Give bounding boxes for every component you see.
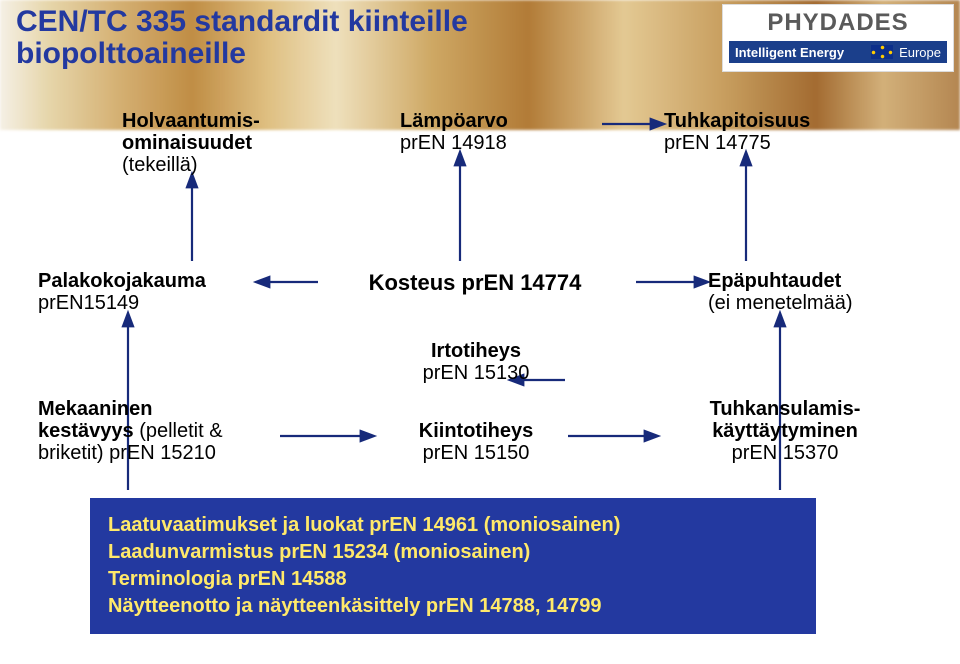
mek-l2: kestävyys (pelletit &	[38, 420, 223, 442]
node-irtotiheys: Irtotiheys prEN 15130	[386, 340, 566, 384]
title-line2: biopolttoaineille	[16, 37, 246, 70]
mek-l2b: (pelletit &	[139, 420, 222, 442]
node-kosteus: Kosteus prEN 14774	[325, 270, 625, 296]
tsul-l3: prEN 15370	[660, 442, 910, 464]
eu-flag-icon	[871, 45, 893, 59]
mek-l1: Mekaaninen	[38, 398, 298, 420]
logo-brand: PHYDADES	[729, 9, 947, 37]
node-epapuhtaudet: Epäpuhtaudet (ei menetelmää)	[708, 270, 928, 314]
logo-sub-label: Intelligent Energy	[735, 45, 844, 60]
holvaantumis-l3: (tekeillä)	[122, 154, 322, 176]
tsul-l1: Tuhkansulamis-	[660, 398, 910, 420]
holvaantumis-l2: ominaisuudet	[122, 132, 322, 154]
holvaantumis-l1: Holvaantumis-	[122, 110, 322, 132]
lampoarvo-l2: prEN 14918	[400, 132, 580, 154]
tuhkapitoisuus-l2: prEN 14775	[664, 132, 884, 154]
irto-l2: prEN 15130	[386, 362, 566, 384]
lampoarvo-l1: Lämpöarvo	[400, 110, 580, 132]
page-title: CEN/TC 335 standardit kiinteille biopolt…	[16, 6, 576, 69]
irto-l1: Irtotiheys	[386, 340, 566, 362]
node-tuhkansulamis: Tuhkansulamis- käyttäytyminen prEN 15370	[660, 398, 910, 464]
node-holvaantumis: Holvaantumis- ominaisuudet (tekeillä)	[122, 110, 322, 176]
logo-europe-label: Europe	[899, 45, 941, 60]
bluebox-line3: Terminologia prEN 14588	[108, 566, 798, 593]
logo-subbar: Intelligent Energy Europe	[729, 41, 947, 63]
kiinto-l2: prEN 15150	[376, 442, 576, 464]
bluebox-line4: Näytteenotto ja näytteenkäsittely prEN 1…	[108, 593, 798, 620]
epapuh-l1: Epäpuhtaudet	[708, 270, 928, 292]
kosteus-text: Kosteus prEN 14774	[369, 270, 582, 295]
node-lampoarvo: Lämpöarvo prEN 14918	[400, 110, 580, 154]
palakoko-l2: prEN15149	[38, 292, 268, 314]
bluebox-line1: Laatuvaatimukset ja luokat prEN 14961 (m…	[108, 512, 798, 539]
node-kiintotiheys: Kiintotiheys prEN 15150	[376, 420, 576, 464]
mek-l3: briketit) prEN 15210	[38, 442, 298, 464]
tsul-l2: käyttäytyminen	[660, 420, 910, 442]
bluebox-standards: Laatuvaatimukset ja luokat prEN 14961 (m…	[90, 498, 816, 634]
tuhkapitoisuus-l1: Tuhkapitoisuus	[664, 110, 884, 132]
bluebox-line2: Laadunvarmistus prEN 15234 (moniosainen)	[108, 539, 798, 566]
epapuh-l2: (ei menetelmää)	[708, 292, 928, 314]
palakoko-l1: Palakokojakauma	[38, 270, 268, 292]
mek-l2a: kestävyys	[38, 420, 139, 442]
node-palakokojakauma: Palakokojakauma prEN15149	[38, 270, 268, 314]
kiinto-l1: Kiintotiheys	[376, 420, 576, 442]
node-mekaaninen: Mekaaninen kestävyys (pelletit & briketi…	[38, 398, 298, 464]
title-line1: CEN/TC 335 standardit kiinteille	[16, 5, 468, 38]
node-tuhkapitoisuus: Tuhkapitoisuus prEN 14775	[664, 110, 884, 154]
phydades-logo: PHYDADES Intelligent Energy Europe	[722, 4, 954, 72]
